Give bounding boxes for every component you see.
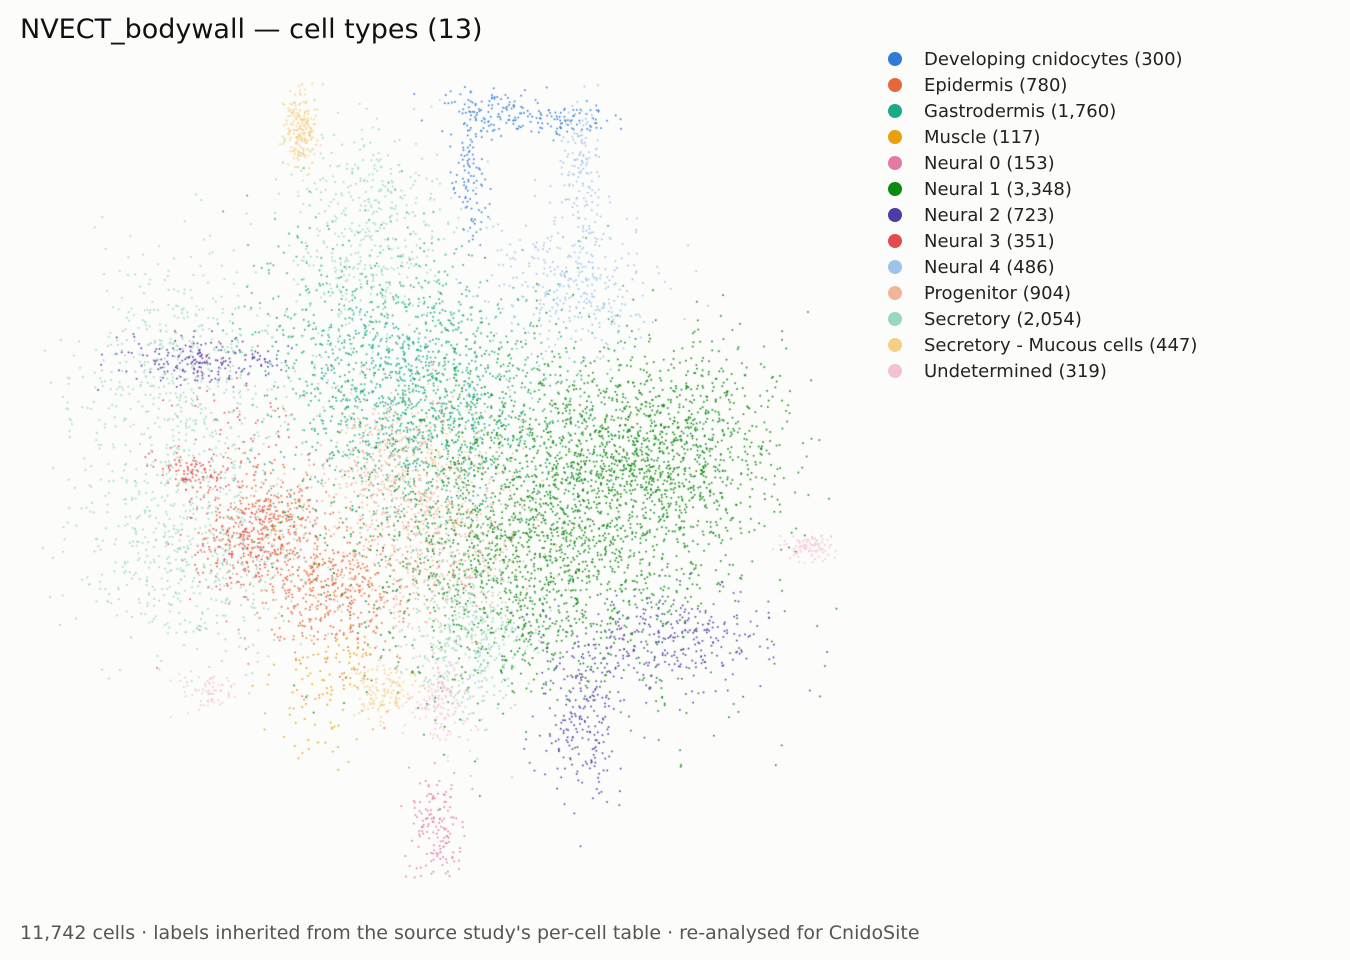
scatter-points-canvas — [40, 80, 840, 880]
legend-label: Neural 3 (351) — [924, 230, 1055, 252]
legend-swatch-icon — [888, 104, 902, 118]
legend-swatch-icon — [888, 286, 902, 300]
legend-item: Neural 3 (351) — [888, 228, 1197, 254]
legend-item: Secretory (2,054) — [888, 306, 1197, 332]
legend-swatch-icon — [888, 260, 902, 274]
legend-label: Muscle (117) — [924, 126, 1041, 148]
legend-item: Developing cnidocytes (300) — [888, 46, 1197, 72]
umap-scatter-plot — [40, 80, 840, 880]
legend-item: Muscle (117) — [888, 124, 1197, 150]
legend-swatch-icon — [888, 338, 902, 352]
legend-item: Undetermined (319) — [888, 358, 1197, 384]
chart-footer-note: 11,742 cells · labels inherited from the… — [20, 922, 920, 944]
legend-swatch-icon — [888, 130, 902, 144]
legend-label: Neural 0 (153) — [924, 152, 1055, 174]
legend: Developing cnidocytes (300) Epidermis (78… — [888, 46, 1197, 384]
legend-item: Neural 0 (153) — [888, 150, 1197, 176]
legend-swatch-icon — [888, 234, 902, 248]
legend-label: Neural 1 (3,348) — [924, 178, 1072, 200]
legend-item: Progenitor (904) — [888, 280, 1197, 306]
legend-swatch-icon — [888, 78, 902, 92]
legend-label: Neural 2 (723) — [924, 204, 1055, 226]
legend-item: Epidermis (780) — [888, 72, 1197, 98]
legend-label: Epidermis (780) — [924, 74, 1068, 96]
legend-swatch-icon — [888, 182, 902, 196]
legend-swatch-icon — [888, 364, 902, 378]
legend-label: Progenitor (904) — [924, 282, 1072, 304]
legend-label: Neural 4 (486) — [924, 256, 1055, 278]
legend-item: Neural 4 (486) — [888, 254, 1197, 280]
legend-label: Undetermined (319) — [924, 360, 1107, 382]
legend-swatch-icon — [888, 312, 902, 326]
legend-label: Secretory (2,054) — [924, 308, 1082, 330]
legend-label: Gastrodermis (1,760) — [924, 100, 1117, 122]
chart-title: NVECT_bodywall — cell types (13) — [20, 14, 483, 45]
legend-item: Gastrodermis (1,760) — [888, 98, 1197, 124]
legend-label: Secretory - Mucous cells (447) — [924, 334, 1198, 356]
legend-item: Neural 1 (3,348) — [888, 176, 1197, 202]
legend-item: Neural 2 (723) — [888, 202, 1197, 228]
legend-swatch-icon — [888, 52, 902, 66]
legend-label: Developing cnidocytes (300) — [924, 48, 1183, 70]
legend-item: Secretory - Mucous cells (447) — [888, 332, 1197, 358]
legend-swatch-icon — [888, 156, 902, 170]
legend-swatch-icon — [888, 208, 902, 222]
